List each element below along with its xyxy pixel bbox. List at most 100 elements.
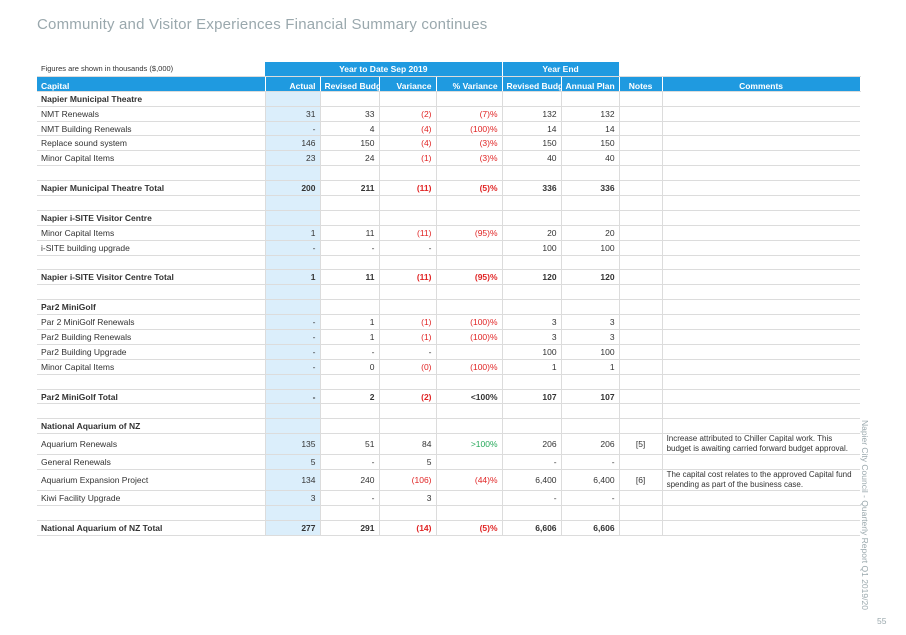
cell-actual: 135 xyxy=(265,433,321,456)
cell-annual-plan: 107 xyxy=(561,389,620,405)
cell-variance: - xyxy=(379,240,437,256)
row-label: Napier i-SITE Visitor Centre Total xyxy=(37,269,266,286)
cell-comment xyxy=(662,121,861,137)
cell-note xyxy=(619,180,663,197)
cell-comment xyxy=(662,454,861,471)
cell-comment xyxy=(662,520,861,536)
cell-annual-plan: - xyxy=(561,454,620,471)
cell-annual-plan xyxy=(561,210,620,226)
cell-revised-budget: 2 xyxy=(320,389,380,405)
cell-revised-budget: 1 xyxy=(320,314,380,331)
cell-note xyxy=(619,329,663,345)
cell-comment xyxy=(662,329,861,345)
total-row: Napier i-SITE Visitor Centre Total 1 11 (11… xyxy=(37,269,861,286)
cell-revised-budget xyxy=(320,284,380,301)
row-label: Par2 Building Upgrade xyxy=(37,344,266,360)
cell-pct-variance: (95)% xyxy=(436,269,503,286)
cell-variance: (2) xyxy=(379,106,437,122)
cell-pct-variance: (100)% xyxy=(436,314,503,331)
section-label: Napier i-SITE Visitor Centre xyxy=(37,210,266,226)
spacer-row xyxy=(37,165,861,182)
financial-table: Figures are shown in thousands ($,000) Y… xyxy=(37,62,861,536)
cell-annual-plan: - xyxy=(561,490,620,507)
cell-revised-budget-ye: 100 xyxy=(502,344,562,360)
cell-annual-plan xyxy=(561,165,620,182)
cell-revised-budget xyxy=(320,505,380,521)
cell-note xyxy=(619,359,663,375)
cell-annual-plan: 6,606 xyxy=(561,520,620,536)
table-row: Par2 Building Upgrade - - -100 100 xyxy=(37,344,861,360)
table-row: NMT Building Renewals -4 (4) (100)% 14 14 xyxy=(37,121,861,137)
cell-revised-budget: 240 xyxy=(320,469,380,492)
cell-revised-budget-ye xyxy=(502,418,562,435)
cell-note xyxy=(619,165,663,182)
cell-note xyxy=(619,505,663,521)
spacer-row xyxy=(37,195,861,211)
cell-comment xyxy=(662,269,861,286)
table-body: Napier Municipal Theatre NMT Renewals 31 33… xyxy=(37,91,861,536)
cell-actual xyxy=(265,374,321,390)
cell-pct-variance xyxy=(436,403,503,420)
col-notes: Notes xyxy=(619,76,663,92)
cell-annual-plan: 206 xyxy=(561,433,620,456)
cell-comment xyxy=(662,240,861,256)
cell-revised-budget-ye: - xyxy=(502,490,562,507)
cell-pct-variance xyxy=(436,91,503,107)
cell-annual-plan: 3 xyxy=(561,314,620,331)
cell-variance xyxy=(379,210,437,226)
cell-variance: (1) xyxy=(379,150,437,167)
row-label: Minor Capital Items xyxy=(37,225,266,241)
cell-revised-budget xyxy=(320,91,380,107)
group-header-ytd: Year to Date Sep 2019 xyxy=(265,62,503,77)
cell-revised-budget-ye xyxy=(502,195,562,211)
cell-actual: 31 xyxy=(265,106,321,122)
cell-revised-budget-ye xyxy=(502,374,562,390)
table-row: Par 2 MiniGolf Renewals -1 (1) (100)% 3 3 xyxy=(37,314,861,331)
cell-variance xyxy=(379,374,437,390)
cell-variance xyxy=(379,284,437,301)
cell-pct-variance xyxy=(436,299,503,316)
cell-comment xyxy=(662,135,861,152)
row-label: Par2 Building Renewals xyxy=(37,329,266,345)
cell-revised-budget: 150 xyxy=(320,135,380,152)
cell-revised-budget-ye xyxy=(502,299,562,316)
cell-revised-budget-ye: 20 xyxy=(502,225,562,241)
page-number: 55 xyxy=(877,616,887,626)
cell-note xyxy=(619,225,663,241)
cell-comment xyxy=(662,284,861,301)
cell-comment xyxy=(662,180,861,197)
cell-variance xyxy=(379,91,437,107)
cell-variance: (1) xyxy=(379,314,437,331)
cell-revised-budget-ye: 150 xyxy=(502,135,562,152)
cell-actual: - xyxy=(265,329,321,345)
cell-comment xyxy=(662,374,861,390)
cell-revised-budget-ye: 107 xyxy=(502,389,562,405)
cell-revised-budget-ye xyxy=(502,403,562,420)
cell-revised-budget: 24 xyxy=(320,150,380,167)
cell-pct-variance: (7)% xyxy=(436,106,503,122)
table-row: Minor Capital Items 23 24 (1) (3)% 40 40 xyxy=(37,150,861,167)
col-variance: Variance xyxy=(379,76,437,92)
row-label: Par2 MiniGolf Total xyxy=(37,389,266,405)
row-label xyxy=(37,165,266,182)
figures-note: Figures are shown in thousands ($,000) xyxy=(37,62,265,77)
cell-note xyxy=(619,374,663,390)
cell-annual-plan: 40 xyxy=(561,150,620,167)
cell-variance: (106) xyxy=(379,469,437,492)
cell-revised-budget-ye: 3 xyxy=(502,314,562,331)
cell-comment xyxy=(662,389,861,405)
cell-comment xyxy=(662,359,861,375)
row-label xyxy=(37,284,266,301)
cell-variance xyxy=(379,418,437,435)
cell-note xyxy=(619,520,663,536)
cell-annual-plan xyxy=(561,284,620,301)
cell-revised-budget-ye: 14 xyxy=(502,121,562,137)
cell-note xyxy=(619,195,663,211)
cell-revised-budget xyxy=(320,299,380,316)
cell-actual: - xyxy=(265,359,321,375)
cell-pct-variance xyxy=(436,454,503,471)
cell-revised-budget xyxy=(320,210,380,226)
cell-annual-plan: 336 xyxy=(561,180,620,197)
row-label xyxy=(37,403,266,420)
cell-annual-plan: 150 xyxy=(561,135,620,152)
